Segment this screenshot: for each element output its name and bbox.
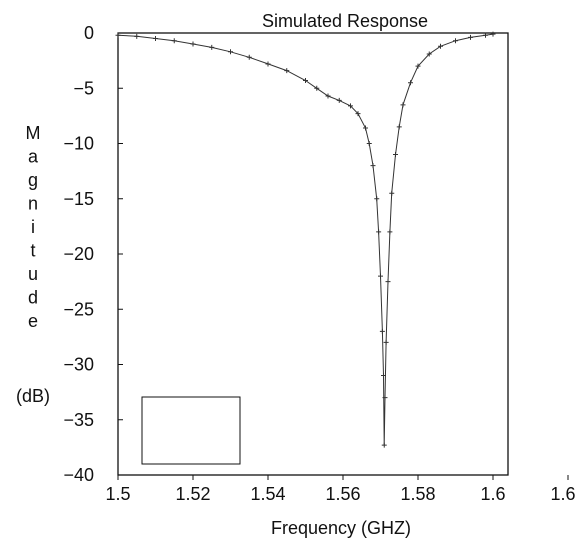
- data-point: [325, 93, 331, 99]
- data-point: [265, 61, 271, 67]
- y-tick-label: −30: [63, 355, 94, 375]
- data-point: [400, 102, 406, 108]
- data-point: [171, 38, 177, 44]
- data-point: [246, 54, 252, 60]
- data-point: [374, 196, 380, 202]
- data-point: [190, 41, 196, 47]
- y-tick-label: −40: [63, 465, 94, 485]
- y-label-letter: d: [28, 288, 38, 308]
- data-point: [284, 68, 290, 74]
- y-tick-label: −25: [63, 299, 94, 319]
- y-label-letter: e: [28, 311, 38, 331]
- data-point: [382, 395, 388, 401]
- data-point: [438, 43, 443, 49]
- y-tick-label: −35: [63, 410, 94, 430]
- x-tick-label: 1.52: [175, 484, 210, 504]
- data-point: [415, 63, 421, 69]
- y-label-letter: n: [28, 194, 38, 214]
- x-tick-label: 1.62: [550, 484, 576, 504]
- data-point: [381, 373, 386, 379]
- y-label-letter: t: [30, 241, 35, 261]
- data-point: [408, 80, 413, 86]
- data-point: [383, 339, 389, 345]
- y-tick-label: −5: [73, 78, 94, 98]
- y-label-letter: i: [31, 217, 35, 237]
- y-tick-label: 0: [84, 23, 94, 43]
- data-point: [387, 229, 393, 235]
- data-point: [303, 78, 308, 84]
- y-tick-label: −10: [63, 134, 94, 154]
- x-axis-label: Frequency (GHZ): [271, 518, 411, 538]
- data-point: [366, 141, 372, 146]
- y-tick-label: −15: [63, 189, 94, 209]
- y-axis-unit: (dB): [16, 386, 50, 406]
- data-point: [378, 273, 383, 279]
- data-point: [483, 32, 488, 38]
- x-tick-label: 1.54: [250, 484, 285, 504]
- data-point: [385, 279, 391, 285]
- data-point: [490, 31, 496, 37]
- data-point: [336, 97, 342, 103]
- data-point: [396, 124, 402, 130]
- data-point: [426, 51, 432, 57]
- x-axis-ticks: 1.5 1.52 1.54 1.56 1.58 1.6 1.62: [105, 475, 576, 504]
- data-point: [393, 152, 398, 158]
- series-group: [115, 31, 496, 448]
- data-point: [376, 229, 382, 235]
- y-label-letter: u: [28, 264, 38, 284]
- data-point: [228, 49, 233, 55]
- y-label-letter: g: [28, 170, 38, 190]
- data-point: [370, 163, 376, 169]
- data-point: [355, 111, 361, 117]
- data-point: [348, 103, 353, 109]
- y-label-letter: a: [28, 147, 39, 167]
- data-point: [134, 33, 140, 39]
- data-point: [381, 442, 387, 448]
- legend-box: [141, 396, 241, 465]
- x-tick-label: 1.5: [105, 484, 130, 504]
- data-point: [363, 125, 368, 131]
- data-point: [453, 38, 458, 44]
- x-tick-label: 1.58: [400, 484, 435, 504]
- x-tick-label: 1.6: [480, 484, 505, 504]
- data-point: [468, 34, 473, 40]
- data-point: [314, 85, 320, 91]
- data-point: [379, 328, 385, 334]
- series-line: [117, 33, 494, 446]
- plot-frame: [117, 32, 509, 476]
- y-label-letter: M: [26, 123, 41, 143]
- y-tick-label: −20: [63, 244, 94, 264]
- data-point: [209, 44, 215, 50]
- x-tick-label: 1.56: [325, 484, 360, 504]
- data-point: [153, 36, 158, 42]
- y-axis-ticks: 0 −5 −10 −15 −20 −25 −30 −35 −40: [63, 23, 123, 485]
- data-point: [115, 32, 121, 38]
- chart-title: Simulated Response: [262, 11, 428, 31]
- data-point: [389, 190, 395, 196]
